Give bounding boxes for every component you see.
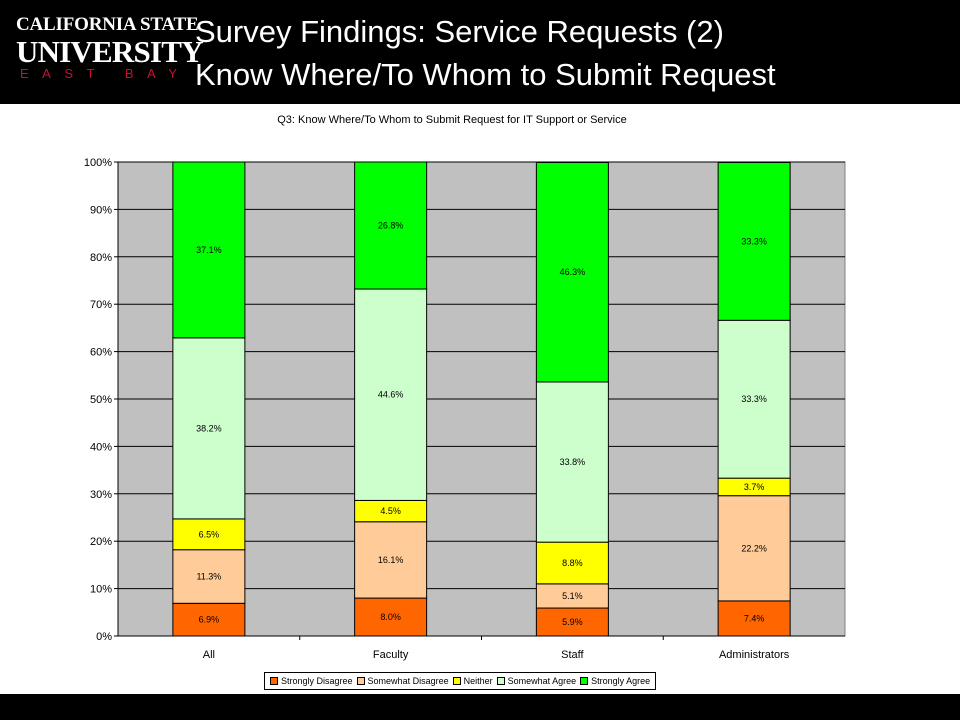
bar-segment [535, 583, 609, 609]
bar-segment [354, 597, 428, 637]
stacked-bar-chart: 0% 10% 20% 30% 40% 50% 60% 70% 80% 90% 100% 6.9% 11.… [84, 157, 846, 661]
y-tick-label: 50% [90, 394, 112, 406]
y-tick-label: 70% [90, 299, 112, 311]
data-label: 8.8% [562, 558, 583, 568]
legend-label: Strongly Agree [591, 676, 651, 686]
bar-segment [717, 161, 791, 321]
bar-segment [354, 288, 428, 501]
legend-swatch [496, 677, 505, 685]
legend-swatch [452, 677, 461, 685]
data-label: 26.8% [378, 221, 404, 231]
bar-segment [535, 381, 609, 543]
y-tick-label: 60% [90, 347, 112, 359]
data-label: 37.1% [196, 245, 222, 255]
x-tick-label: All [203, 649, 215, 661]
data-label: 44.6% [378, 390, 404, 400]
data-label: 3.7% [744, 482, 765, 492]
bar-segment [172, 161, 246, 339]
bar-segment [172, 549, 246, 604]
bar-segment [535, 541, 609, 585]
x-tick-label: Faculty [373, 649, 409, 661]
chart-title: Q3: Know Where/To Whom to Submit Request… [277, 114, 627, 126]
bar-segment [535, 161, 609, 383]
legend-swatch [270, 677, 278, 685]
chart-legend: Strongly Disagree Somewhat Disagree Neithe… [264, 672, 657, 690]
data-label: 22.2% [741, 543, 767, 553]
slide-footer [0, 694, 960, 720]
data-label: 6.5% [199, 529, 220, 539]
x-tick-label: Staff [561, 649, 584, 661]
legend-label: Neither [463, 676, 493, 686]
legend-item: Strongly Agree [580, 676, 650, 686]
data-label: 33.8% [560, 457, 586, 467]
university-logo: CALIFORNIA STATE UNIVERSITY EAST BAY [14, 14, 203, 84]
y-tick-label: 10% [90, 584, 112, 596]
legend-item: Somewhat Agree [496, 676, 577, 686]
bar-segment [172, 518, 246, 551]
data-label: 38.2% [196, 423, 222, 433]
bar-segment [354, 161, 428, 290]
data-label: 6.9% [199, 615, 220, 625]
data-label: 5.1% [562, 591, 583, 601]
legend-item: Strongly Disagree [270, 676, 353, 686]
data-label: 46.3% [560, 267, 586, 277]
logo-line-2: UNIVERSITY [16, 34, 203, 69]
y-tick-label: 20% [90, 536, 112, 548]
slide-title-line-1: Survey Findings: Service Requests (2) [195, 14, 724, 49]
data-label: 4.5% [380, 506, 401, 516]
y-tick-label: 100% [84, 157, 112, 169]
legend-swatch [356, 677, 365, 685]
bar-segment [172, 337, 246, 520]
legend-label: Somewhat Agree [507, 676, 577, 686]
legend-item: Somewhat Disagree [356, 676, 449, 686]
y-tick-label: 90% [90, 204, 112, 216]
bar-segment [354, 521, 428, 599]
bar-segment [717, 319, 791, 479]
data-label: 16.1% [378, 555, 404, 565]
legend-label: Somewhat Disagree [367, 676, 449, 686]
legend-swatch [580, 677, 589, 685]
data-label: 33.3% [741, 236, 767, 246]
y-tick-label: 0% [96, 631, 112, 643]
data-label: 8.0% [380, 612, 401, 622]
x-tick-label: Administrators [719, 649, 790, 661]
y-tick-label: 40% [90, 441, 112, 453]
data-label: 11.3% [196, 572, 221, 582]
bar-segment [717, 600, 791, 637]
data-label: 7.4% [744, 613, 765, 623]
logo-line-3: EAST BAY [20, 66, 191, 81]
data-label: 33.3% [741, 394, 767, 404]
slide-title-line-2: Know Where/To Whom to Submit Request [195, 57, 776, 92]
legend-label: Strongly Disagree [281, 676, 353, 686]
data-label: 5.9% [562, 617, 583, 627]
bar-segment [172, 602, 246, 637]
logo-line-1: CALIFORNIA STATE [16, 14, 199, 35]
y-tick-label: 80% [90, 252, 112, 264]
legend-item: Neither [452, 676, 493, 686]
y-tick-label: 30% [90, 489, 112, 501]
slide-header: CALIFORNIA STATE UNIVERSITY EAST BAY Sur… [0, 0, 960, 104]
